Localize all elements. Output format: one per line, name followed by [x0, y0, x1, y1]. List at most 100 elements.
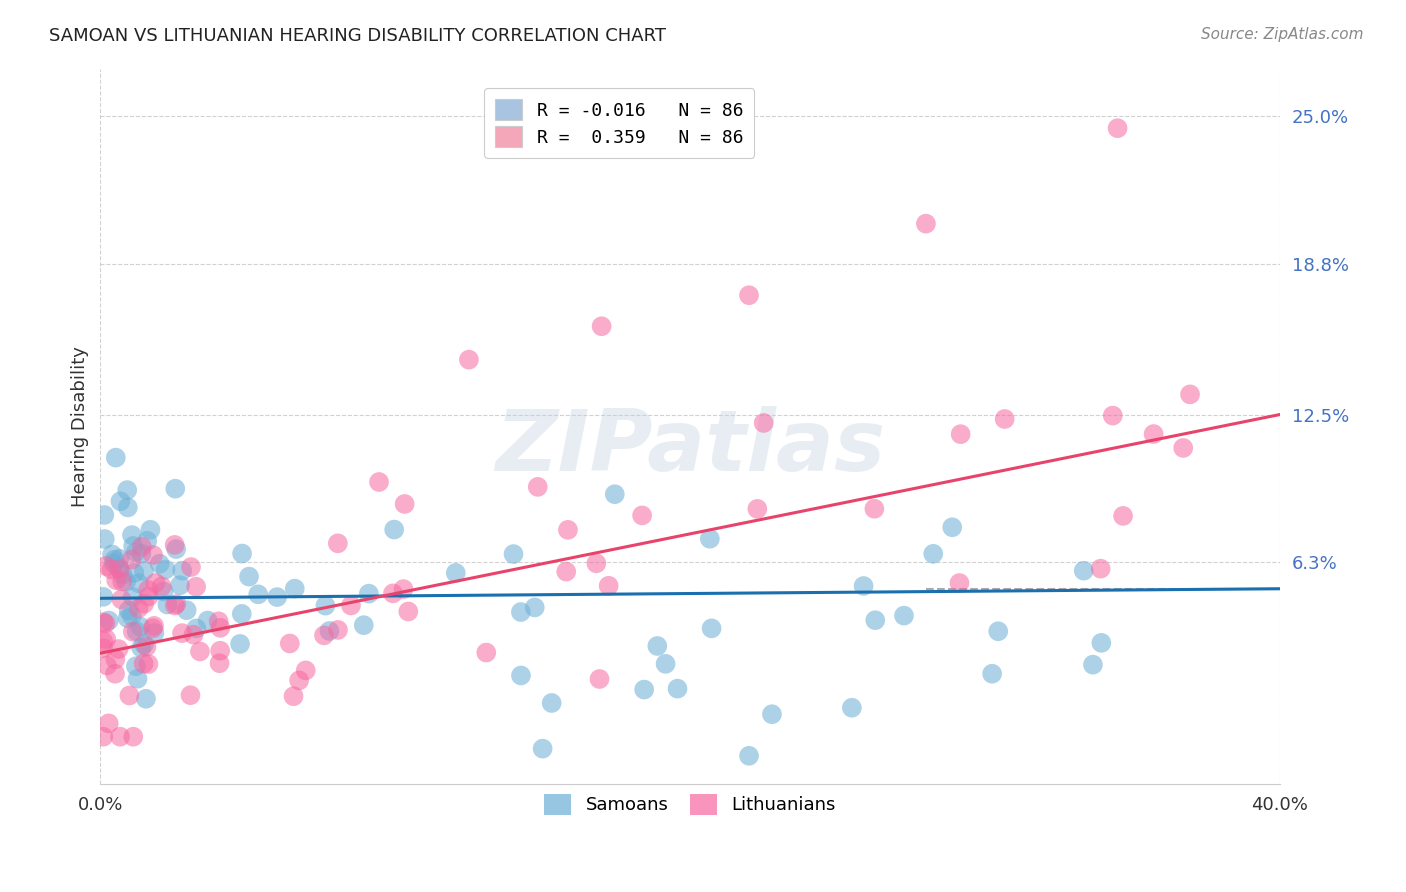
Point	[585, 557, 607, 571]
Point	[155, 562, 177, 576]
Point	[117, 603, 139, 617]
Point	[163, 538, 186, 552]
Point	[326, 623, 349, 637]
Point	[111, 574, 134, 589]
Point	[326, 536, 349, 550]
Point	[91, 730, 114, 744]
Point	[143, 619, 166, 633]
Point	[152, 584, 174, 599]
Point	[841, 700, 863, 714]
Point	[633, 682, 655, 697]
Point	[738, 748, 761, 763]
Point	[761, 707, 783, 722]
Point	[132, 564, 155, 578]
Point	[169, 578, 191, 592]
Point	[510, 668, 533, 682]
Point	[458, 352, 481, 367]
Point	[96, 632, 118, 646]
Point	[100, 562, 122, 576]
Point	[229, 637, 252, 651]
Point	[557, 523, 579, 537]
Point	[118, 689, 141, 703]
Point	[197, 614, 219, 628]
Point	[1142, 427, 1164, 442]
Point	[145, 575, 167, 590]
Point	[381, 586, 404, 600]
Point	[312, 628, 335, 642]
Point	[915, 217, 938, 231]
Point	[1073, 564, 1095, 578]
Point	[231, 547, 253, 561]
Point	[318, 624, 340, 638]
Point	[278, 636, 301, 650]
Point	[1090, 636, 1112, 650]
Point	[747, 501, 769, 516]
Point	[121, 528, 143, 542]
Point	[631, 508, 654, 523]
Point	[125, 545, 148, 559]
Point	[588, 672, 610, 686]
Point	[165, 597, 187, 611]
Point	[131, 547, 153, 561]
Point	[247, 587, 270, 601]
Point	[863, 501, 886, 516]
Point	[91, 641, 114, 656]
Point	[129, 640, 152, 655]
Point	[266, 590, 288, 604]
Point	[97, 716, 120, 731]
Point	[111, 567, 134, 582]
Point	[475, 646, 498, 660]
Point	[165, 542, 187, 557]
Point	[209, 621, 232, 635]
Point	[1107, 121, 1129, 136]
Point	[396, 605, 419, 619]
Point	[1081, 657, 1104, 672]
Point	[949, 427, 972, 442]
Point	[981, 666, 1004, 681]
Point	[180, 560, 202, 574]
Point	[852, 579, 875, 593]
Point	[284, 582, 307, 596]
Point	[165, 482, 187, 496]
Point	[121, 624, 143, 639]
Point	[108, 551, 131, 566]
Point	[135, 640, 157, 654]
Point	[555, 565, 578, 579]
Point	[128, 576, 150, 591]
Point	[1112, 508, 1135, 523]
Point	[101, 548, 124, 562]
Point	[340, 599, 363, 613]
Point	[138, 590, 160, 604]
Point	[136, 582, 159, 597]
Point	[699, 532, 721, 546]
Legend: Samoans, Lithuanians: Samoans, Lithuanians	[533, 783, 846, 825]
Point	[598, 579, 620, 593]
Point	[143, 626, 166, 640]
Point	[122, 539, 145, 553]
Point	[150, 579, 173, 593]
Point	[110, 494, 132, 508]
Point	[540, 696, 562, 710]
Point	[357, 587, 380, 601]
Point	[994, 412, 1017, 426]
Point	[122, 730, 145, 744]
Point	[97, 614, 120, 628]
Point	[186, 621, 208, 635]
Point	[948, 576, 970, 591]
Point	[700, 621, 723, 635]
Point	[170, 626, 193, 640]
Text: SAMOAN VS LITHUANIAN HEARING DISABILITY CORRELATION CHART: SAMOAN VS LITHUANIAN HEARING DISABILITY …	[49, 27, 666, 45]
Y-axis label: Hearing Disability: Hearing Disability	[72, 346, 89, 507]
Point	[603, 487, 626, 501]
Point	[188, 644, 211, 658]
Point	[121, 590, 143, 604]
Point	[121, 608, 143, 623]
Point	[238, 569, 260, 583]
Point	[526, 480, 548, 494]
Point	[523, 600, 546, 615]
Point	[142, 621, 165, 635]
Point	[135, 691, 157, 706]
Point	[444, 566, 467, 580]
Point	[103, 557, 125, 571]
Point	[208, 615, 231, 629]
